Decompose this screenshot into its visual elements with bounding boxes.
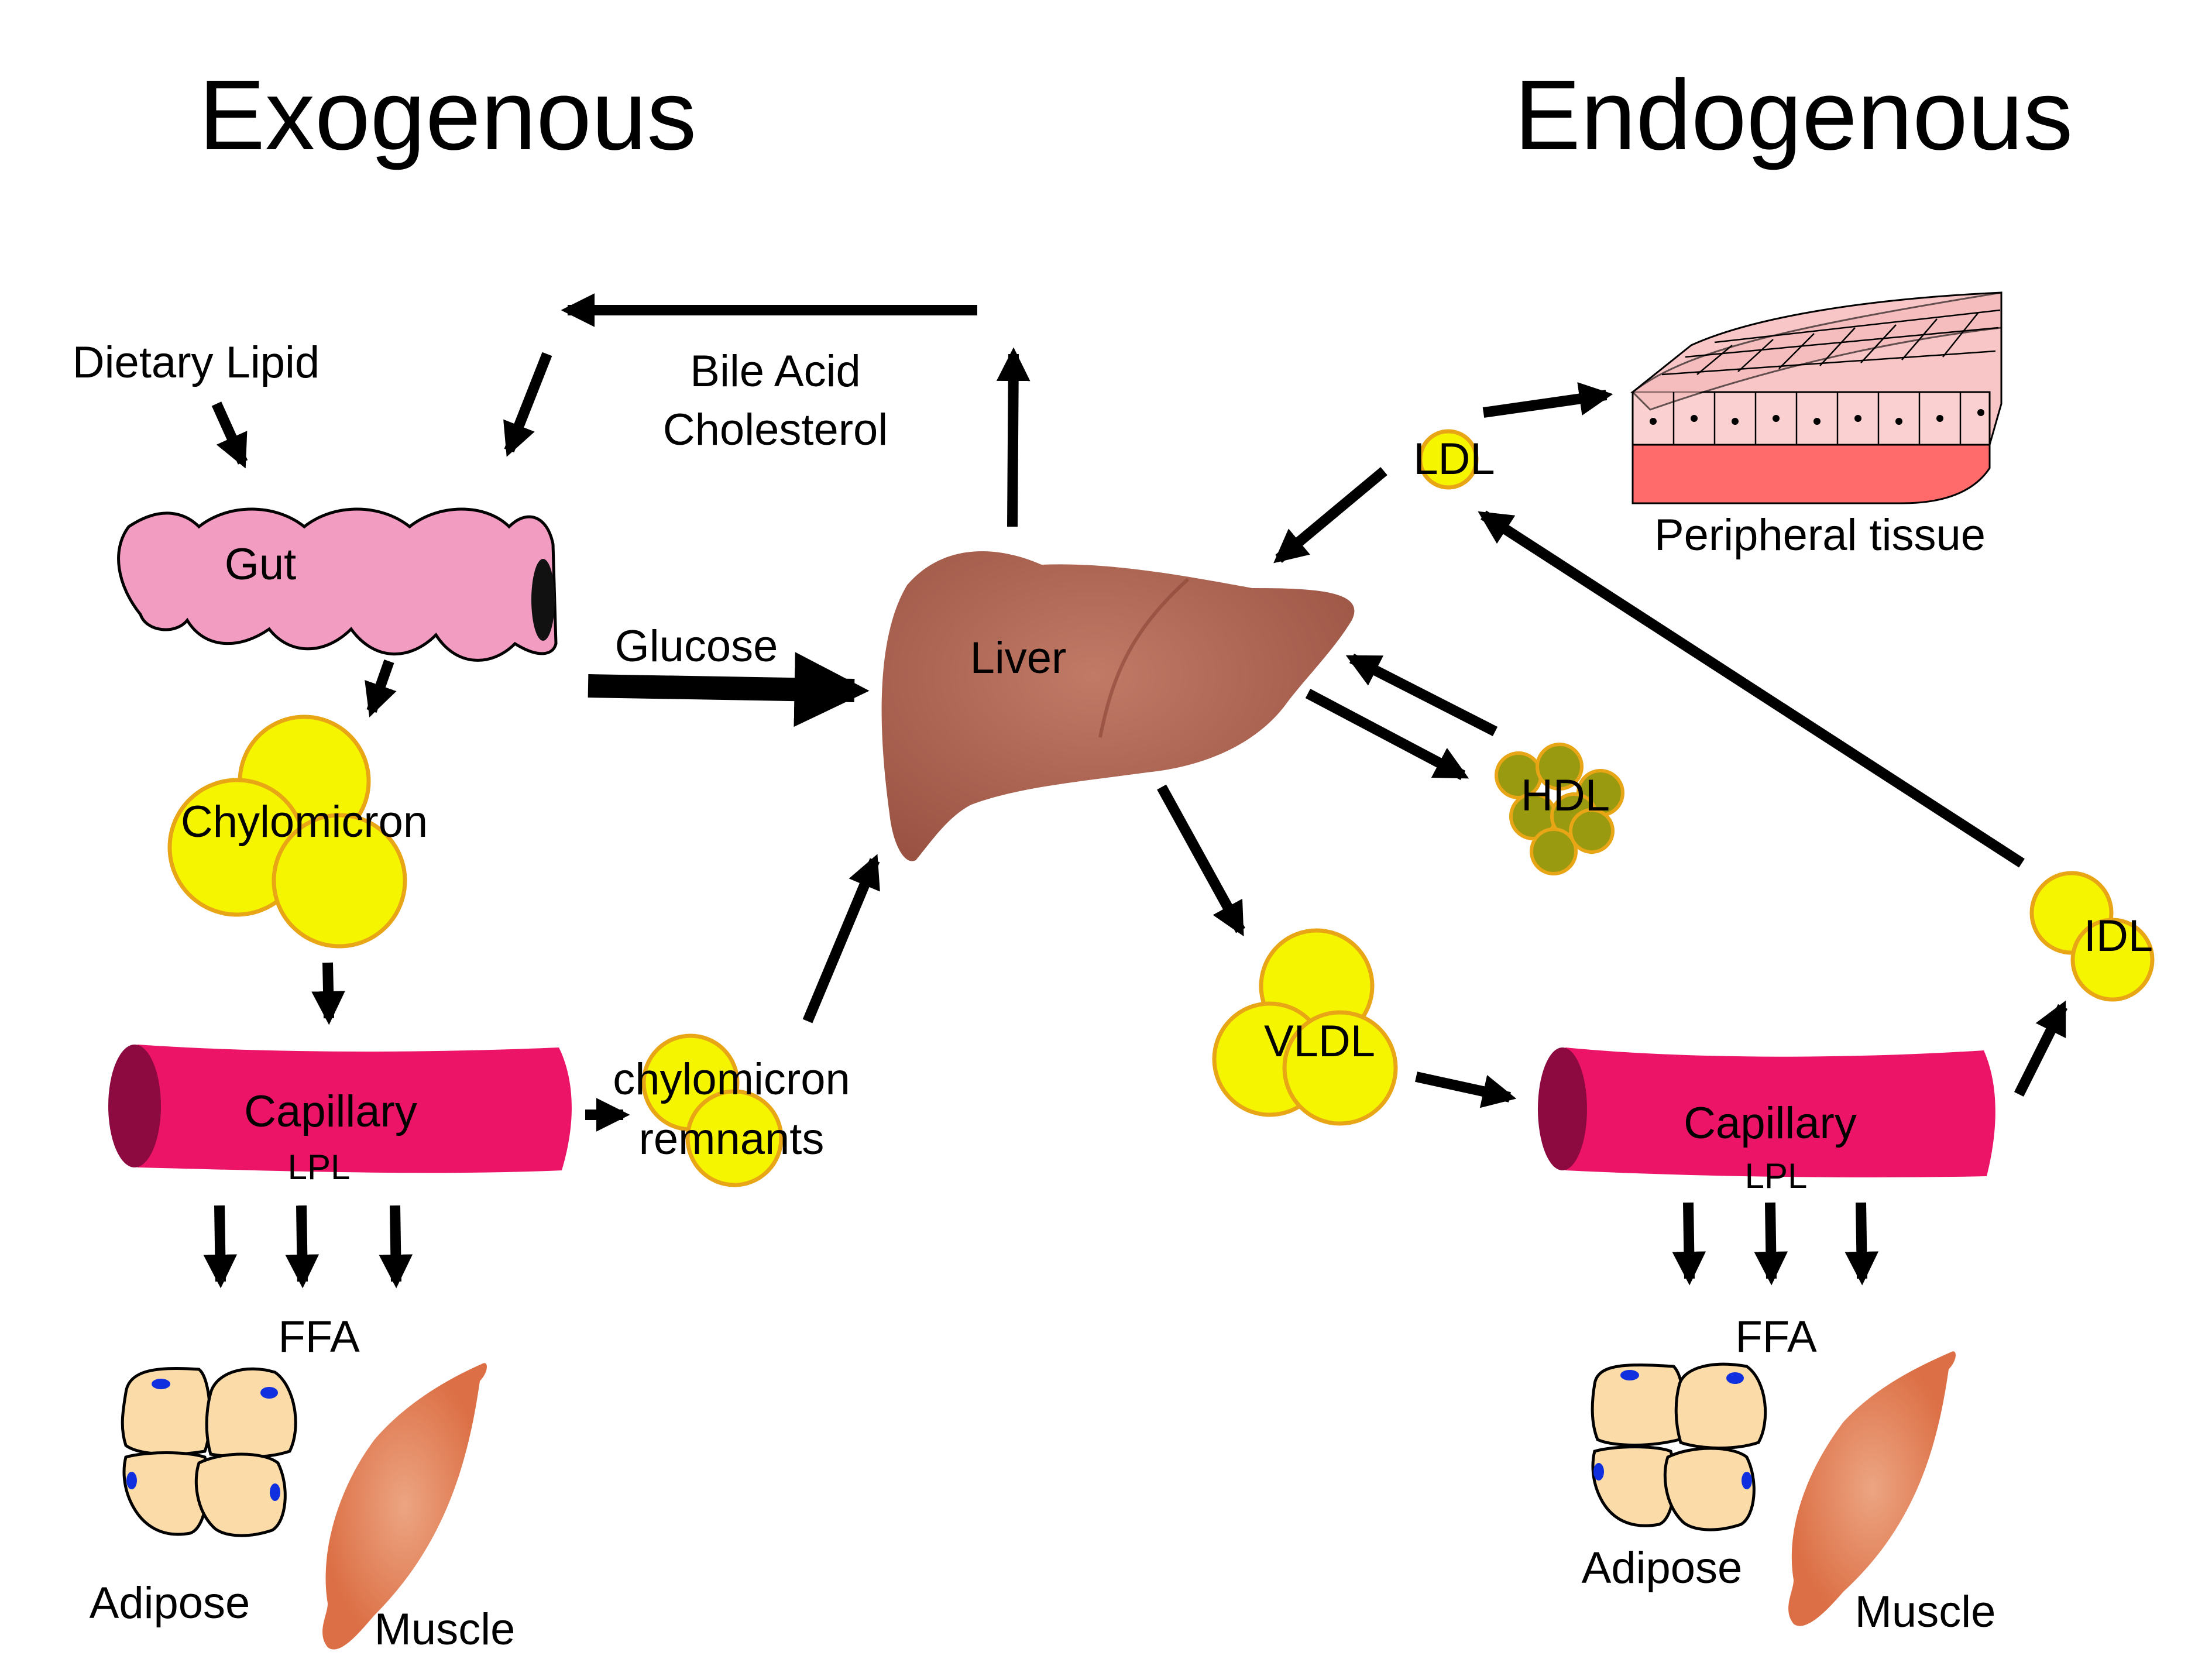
arrow-bile-to-gut: [503, 352, 552, 457]
capillary-right: [1538, 1047, 1995, 1177]
chylomicron-cluster: [167, 715, 407, 949]
label-capillary-right: Capillary: [1684, 1098, 1857, 1148]
capillary-left: [108, 1045, 572, 1173]
arrow-ffa-right-1: [1672, 1202, 1706, 1286]
chylomicron-remnants: [641, 1033, 784, 1187]
arrow-ffa-left-1: [203, 1205, 238, 1289]
adipose-right: [1591, 1362, 1767, 1531]
arrows: [203, 293, 2068, 1289]
label-vldl: VLDL: [1264, 1016, 1375, 1066]
label-peripheral-tissue: Peripheral tissue: [1654, 510, 1986, 560]
label-chylomicron-remnants-2: remnants: [639, 1114, 825, 1164]
vldl-cluster: [1212, 928, 1398, 1126]
arrow-ffa-right-3: [1845, 1202, 1879, 1286]
idl-cluster: [2029, 871, 2155, 1002]
arrow-capillary-to-idl: [2014, 1000, 2068, 1097]
arrow-chylomicron-to-capillary: [311, 962, 345, 1025]
label-gut: Gut: [225, 540, 297, 589]
label-liver: Liver: [970, 633, 1067, 683]
arrow-ffa-left-3: [379, 1205, 413, 1289]
label-muscle-left: Muscle: [375, 1605, 516, 1654]
arrow-dietary-to-gut: [211, 401, 248, 469]
liver: [881, 551, 1355, 861]
adipose-left: [121, 1366, 297, 1537]
label-chylomicron: Chylomicron: [181, 797, 428, 847]
label-ffa-right: FFA: [1735, 1312, 1817, 1362]
label-lpl-left: LPL: [288, 1148, 351, 1187]
arrow-remnants-to-liver: [802, 854, 880, 1023]
peripheral-tissue: [1630, 291, 2003, 504]
label-adipose-left: Adipose: [90, 1578, 250, 1628]
arrow-idl-to-ldl: [1478, 510, 2025, 868]
label-glucose: Glucose: [615, 621, 778, 671]
hdl-cluster: [1495, 743, 1624, 875]
labels: Dietary Lipid Gut Bile Acid Cholesterol …: [73, 338, 2153, 1654]
heading-endogenous: Endogenous: [1514, 60, 2073, 171]
label-bile-acid: Bile Acid: [690, 346, 861, 396]
arrow-ffa-left-2: [285, 1205, 320, 1289]
arrow-liver-to-vldl: [1157, 784, 1245, 937]
arrow-vldl-to-capillary: [1415, 1071, 1517, 1108]
arrow-glucose-to-liver: [588, 652, 870, 727]
gut: [117, 507, 558, 662]
arrow-gut-to-chylomicron: [365, 660, 397, 717]
label-chylomicron-remnants-1: chylomicron: [613, 1055, 850, 1104]
arrow-hdl-to-liver: [1345, 653, 1498, 737]
arrow-ldl-to-liver: [1273, 467, 1387, 564]
arrow-liver-up: [996, 347, 1031, 527]
label-muscle-right: Muscle: [1855, 1587, 1996, 1637]
heading-exogenous: Exogenous: [199, 60, 697, 171]
label-dietary-lipid: Dietary Lipid: [73, 338, 320, 387]
ldl-particle: [1418, 429, 1479, 490]
label-ldl: LDL: [1413, 434, 1495, 484]
muscle-right: [1788, 1351, 1956, 1626]
arrow-ldl-to-tissue: [1482, 382, 1613, 418]
label-ffa-left: FFA: [278, 1312, 360, 1362]
label-hdl: HDL: [1521, 771, 1610, 820]
arrow-liver-to-hdl: [1305, 689, 1469, 780]
label-idl: IDL: [2084, 911, 2153, 961]
label-adipose-right: Adipose: [1582, 1543, 1743, 1593]
label-cholesterol: Cholesterol: [663, 405, 888, 455]
muscle-left: [322, 1363, 487, 1650]
label-lpl-right: LPL: [1745, 1156, 1808, 1196]
label-capillary-left: Capillary: [244, 1087, 417, 1136]
arrow-ffa-right-2: [1754, 1202, 1788, 1286]
